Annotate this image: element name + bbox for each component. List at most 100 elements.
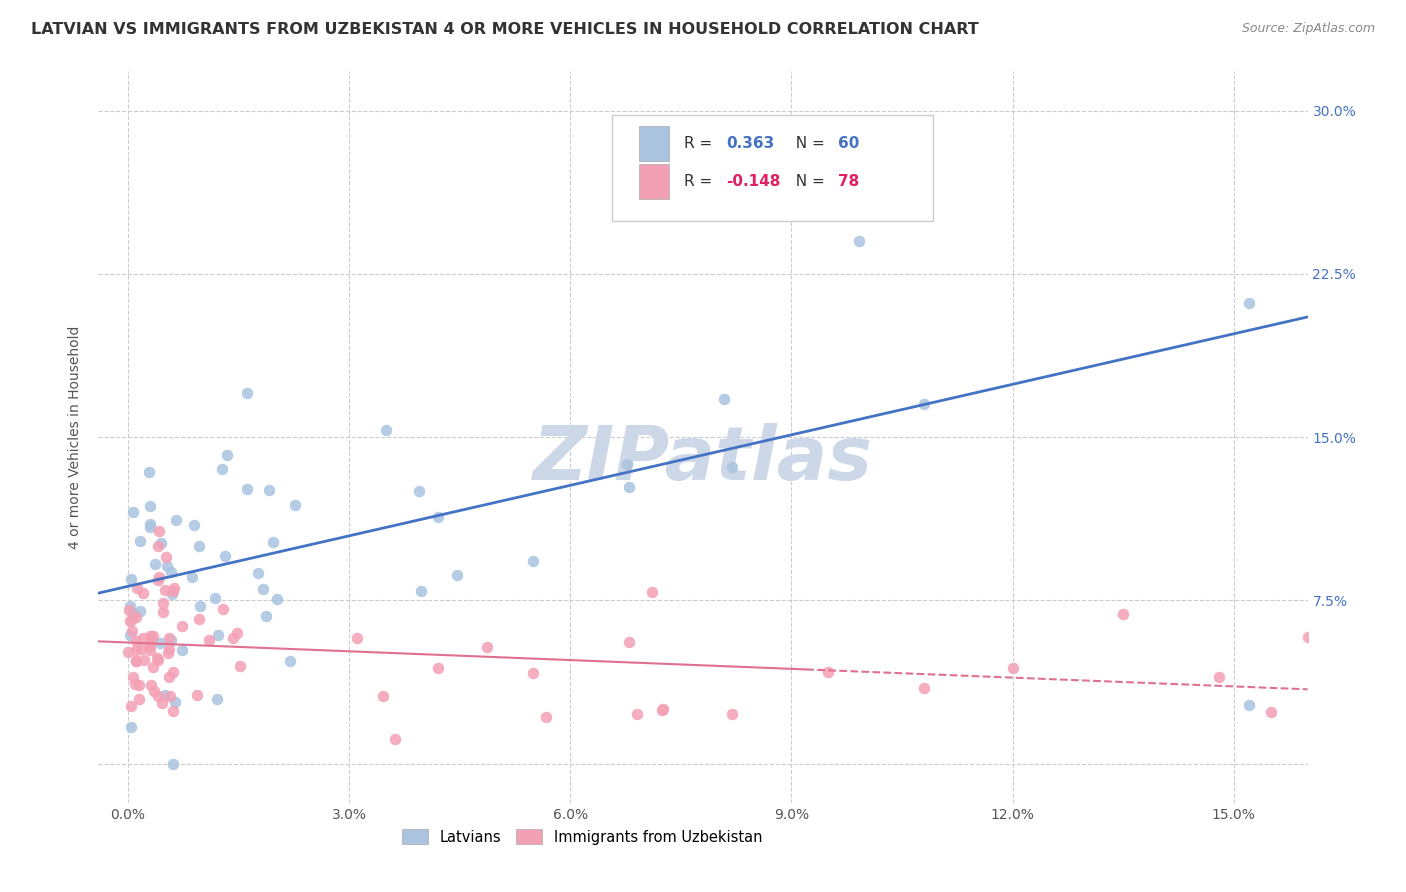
Bar bbox=[638, 164, 669, 199]
Point bbox=[149, 636, 172, 650]
Point bbox=[148, 574, 170, 588]
Point bbox=[1237, 296, 1260, 310]
Point bbox=[148, 569, 170, 583]
Point bbox=[180, 570, 202, 584]
Point bbox=[848, 234, 870, 248]
Point bbox=[912, 396, 935, 410]
Point bbox=[143, 557, 166, 571]
Point bbox=[188, 539, 211, 553]
Point bbox=[522, 554, 544, 568]
Point bbox=[204, 591, 226, 606]
Point bbox=[1001, 661, 1024, 675]
Point bbox=[426, 509, 449, 524]
Bar bbox=[638, 126, 669, 161]
Point bbox=[205, 691, 228, 706]
Point bbox=[150, 696, 173, 710]
Point bbox=[262, 535, 284, 549]
Point bbox=[721, 706, 744, 721]
Point bbox=[159, 689, 181, 703]
Point bbox=[266, 591, 288, 606]
Point bbox=[120, 599, 142, 614]
Point bbox=[721, 459, 744, 474]
Point bbox=[384, 731, 406, 746]
Point bbox=[142, 629, 165, 643]
Point bbox=[446, 568, 468, 582]
Point bbox=[152, 596, 174, 610]
Point bbox=[619, 480, 641, 494]
Point bbox=[157, 631, 180, 645]
Point bbox=[159, 642, 181, 657]
Point bbox=[640, 191, 662, 205]
Point bbox=[236, 482, 259, 496]
Point bbox=[912, 681, 935, 696]
Point bbox=[536, 710, 558, 724]
Point bbox=[162, 584, 184, 599]
Point bbox=[148, 689, 170, 703]
Point bbox=[155, 550, 177, 565]
Point bbox=[247, 566, 270, 581]
Point bbox=[188, 599, 211, 613]
Point bbox=[125, 654, 148, 668]
Point bbox=[153, 582, 176, 597]
Point bbox=[1260, 706, 1282, 720]
Point bbox=[713, 392, 735, 407]
Point bbox=[125, 643, 148, 657]
Point bbox=[152, 605, 174, 619]
Point bbox=[125, 654, 148, 668]
Point bbox=[1237, 698, 1260, 712]
Text: N =: N = bbox=[786, 136, 830, 152]
Point bbox=[1296, 630, 1319, 644]
Point bbox=[157, 646, 180, 660]
Point bbox=[211, 602, 233, 616]
Point bbox=[172, 619, 194, 633]
Point bbox=[229, 659, 252, 673]
Point bbox=[170, 642, 193, 657]
Point bbox=[186, 688, 208, 702]
Point bbox=[132, 631, 155, 645]
Point bbox=[139, 516, 162, 531]
Point bbox=[139, 500, 162, 514]
Point bbox=[138, 466, 160, 480]
Point bbox=[747, 202, 769, 216]
Point bbox=[278, 654, 301, 668]
Point bbox=[118, 603, 141, 617]
Point bbox=[120, 698, 142, 713]
Legend: Latvians, Immigrants from Uzbekistan: Latvians, Immigrants from Uzbekistan bbox=[396, 823, 768, 850]
Point bbox=[1208, 670, 1230, 684]
Point bbox=[375, 423, 398, 437]
Point bbox=[131, 586, 153, 600]
Text: R =: R = bbox=[683, 136, 717, 152]
FancyBboxPatch shape bbox=[613, 115, 932, 221]
Point bbox=[619, 635, 641, 649]
Point bbox=[1112, 607, 1135, 622]
Point bbox=[146, 539, 169, 553]
Point bbox=[188, 611, 211, 625]
Point bbox=[122, 505, 145, 519]
Point bbox=[160, 632, 183, 647]
Point bbox=[125, 633, 148, 648]
Point bbox=[156, 559, 179, 574]
Point bbox=[252, 582, 274, 597]
Point bbox=[616, 457, 638, 471]
Point bbox=[139, 643, 162, 657]
Text: 0.363: 0.363 bbox=[725, 136, 775, 152]
Point bbox=[197, 633, 219, 648]
Point bbox=[157, 670, 180, 684]
Text: R =: R = bbox=[683, 174, 717, 189]
Point bbox=[475, 640, 498, 654]
Point bbox=[207, 628, 229, 642]
Point bbox=[817, 665, 839, 680]
Point bbox=[143, 683, 166, 698]
Point bbox=[426, 661, 449, 675]
Point bbox=[120, 720, 142, 734]
Point bbox=[235, 385, 257, 400]
Point bbox=[162, 756, 184, 771]
Point bbox=[129, 642, 152, 657]
Point bbox=[139, 637, 162, 651]
Point bbox=[211, 462, 233, 476]
Point bbox=[163, 581, 186, 595]
Point bbox=[139, 678, 162, 692]
Point bbox=[120, 628, 142, 642]
Text: N =: N = bbox=[786, 174, 830, 189]
Point bbox=[162, 665, 184, 679]
